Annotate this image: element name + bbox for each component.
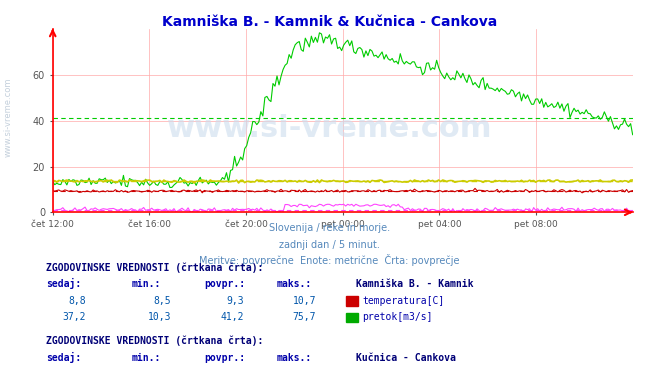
Text: maks.:: maks.: xyxy=(277,279,312,289)
Text: Kamniška B. - Kamnik: Kamniška B. - Kamnik xyxy=(356,279,473,289)
Text: zadnji dan / 5 minut.: zadnji dan / 5 minut. xyxy=(279,240,380,250)
Text: 41,2: 41,2 xyxy=(220,312,244,322)
Text: min.:: min.: xyxy=(132,279,161,289)
Text: 37,2: 37,2 xyxy=(62,312,86,322)
Text: ZGODOVINSKE VREDNOSTI (črtkana črta):: ZGODOVINSKE VREDNOSTI (črtkana črta): xyxy=(46,336,264,346)
Text: www.si-vreme.com: www.si-vreme.com xyxy=(167,113,492,143)
Text: sedaj:: sedaj: xyxy=(46,278,81,289)
Text: 9,3: 9,3 xyxy=(226,296,244,306)
Text: maks.:: maks.: xyxy=(277,352,312,362)
Text: temperatura[C]: temperatura[C] xyxy=(362,296,445,306)
Text: 8,8: 8,8 xyxy=(68,296,86,306)
Text: ZGODOVINSKE VREDNOSTI (črtkana črta):: ZGODOVINSKE VREDNOSTI (črtkana črta): xyxy=(46,262,264,273)
Text: 8,5: 8,5 xyxy=(154,296,171,306)
Text: min.:: min.: xyxy=(132,352,161,362)
Text: sedaj:: sedaj: xyxy=(46,351,81,362)
Text: Meritve: povprečne  Enote: metrične  Črta: povprečje: Meritve: povprečne Enote: metrične Črta:… xyxy=(199,254,460,266)
Text: 10,7: 10,7 xyxy=(293,296,316,306)
Text: pretok[m3/s]: pretok[m3/s] xyxy=(362,312,433,322)
Text: povpr.:: povpr.: xyxy=(204,279,245,289)
Text: 10,3: 10,3 xyxy=(148,312,171,322)
Text: Kučnica - Cankova: Kučnica - Cankova xyxy=(356,352,456,362)
Text: Kamniška B. - Kamnik & Kučnica - Cankova: Kamniška B. - Kamnik & Kučnica - Cankova xyxy=(162,15,497,29)
Text: Slovenija / reke in morje.: Slovenija / reke in morje. xyxy=(269,223,390,233)
Text: www.si-vreme.com: www.si-vreme.com xyxy=(3,77,13,157)
Text: 75,7: 75,7 xyxy=(293,312,316,322)
Text: povpr.:: povpr.: xyxy=(204,352,245,362)
